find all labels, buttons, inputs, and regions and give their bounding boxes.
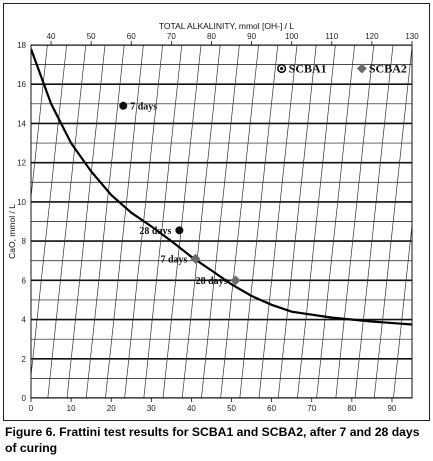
data-point-label: 28 days: [196, 276, 228, 287]
top-tick-label: 100: [285, 32, 299, 41]
slant-gridline: [201, 45, 240, 398]
slant-gridline: [316, 45, 355, 398]
y-tick-label: 10: [17, 198, 26, 207]
slant-gridline: [239, 45, 279, 398]
grid-layer: [31, 45, 433, 398]
x-tick-label: 60: [267, 404, 276, 413]
figure-caption: Figure 6. Frattini test results for SCBA…: [5, 425, 420, 455]
data-point-label: 7 days: [130, 101, 157, 112]
top-tick-label: 70: [167, 32, 176, 41]
slant-gridline: [31, 45, 67, 379]
slant-gridline: [277, 45, 317, 398]
legend-label: SCBA1: [289, 62, 327, 76]
y-axis-title: CaO, mmol / L: [7, 204, 17, 259]
top-tick-label: 60: [127, 32, 136, 41]
y-tick-label: 14: [17, 119, 26, 128]
slant-gridline: [413, 45, 433, 398]
slant-gridline: [373, 45, 412, 398]
y-tick-label: 6: [22, 276, 27, 285]
figure-frame: [3, 3, 430, 421]
legend-label: SCBA2: [369, 62, 407, 76]
frattini-chart: 0 2 4 6 8 10 12 14 16 18 0 10 20 30 40 50 60 70 80 90 40 50 60…: [7, 21, 433, 413]
x-tick-label: 30: [147, 404, 156, 413]
legend-marker-circle-dot: [280, 66, 284, 71]
data-point-diamond: [230, 275, 241, 286]
y-tick-label: 12: [17, 159, 26, 168]
slant-gridline: [258, 45, 298, 398]
data-point-label: 28 days: [139, 226, 171, 237]
top-tick-label: 120: [365, 32, 379, 41]
slant-gridline: [66, 45, 106, 398]
slant-gridline: [143, 45, 183, 398]
x-tick-label: 80: [347, 404, 356, 413]
legend-layer: SCBA1 SCBA2: [277, 62, 407, 76]
legend-marker-diamond: [356, 63, 367, 74]
slant-gridline: [85, 45, 125, 398]
x-tick-label: 0: [29, 404, 34, 413]
top-tick-label: 90: [247, 32, 256, 41]
data-point-label: 7 days: [160, 254, 187, 265]
data-point-circle: [175, 226, 184, 235]
slant-gridline: [220, 45, 259, 398]
axis-layer: 0 2 4 6 8 10 12 14 16 18 0 10 20 30 40 50 60 70 80 90 40 50 60…: [7, 21, 419, 413]
data-point-circle: [119, 101, 128, 110]
x-tick-label: 50: [227, 404, 236, 413]
top-tick-label: 40: [47, 32, 56, 41]
x-tick-label: 70: [307, 404, 316, 413]
top-tick-label: 80: [207, 32, 216, 41]
top-axis-title: TOTAL ALKALINITY, mmol [OH-] / L: [159, 21, 295, 31]
slant-gridline: [181, 45, 221, 398]
slant-gridline: [393, 221, 412, 398]
top-tick-label: 110: [325, 32, 338, 41]
x-tick-label: 20: [107, 404, 116, 413]
slant-gridline: [31, 45, 48, 201]
y-tick-label: 16: [17, 80, 26, 89]
slant-gridline: [162, 45, 202, 398]
slant-gridline: [47, 45, 87, 398]
y-tick-label: 0: [22, 394, 27, 403]
top-tick-label: 50: [87, 32, 96, 41]
slant-gridline: [105, 45, 144, 398]
y-tick-label: 2: [22, 355, 27, 364]
solubility-curve: [31, 48, 412, 326]
y-tick-label: 8: [22, 237, 27, 246]
slant-gridline: [297, 45, 336, 398]
top-tick-label: 130: [405, 32, 419, 41]
y-tick-label: 4: [22, 316, 27, 325]
data-point-diamond: [190, 253, 201, 264]
curve-layer: [31, 48, 412, 326]
slant-gridline: [354, 45, 394, 398]
point-layer: 7 days 28 days 7 days 28 days: [119, 101, 241, 287]
x-tick-label: 40: [187, 404, 196, 413]
x-tick-label: 90: [387, 404, 396, 413]
x-tick-label: 10: [67, 404, 76, 413]
y-tick-label: 18: [17, 41, 26, 50]
slant-gridline: [335, 45, 375, 398]
plot-border: [30, 44, 413, 399]
